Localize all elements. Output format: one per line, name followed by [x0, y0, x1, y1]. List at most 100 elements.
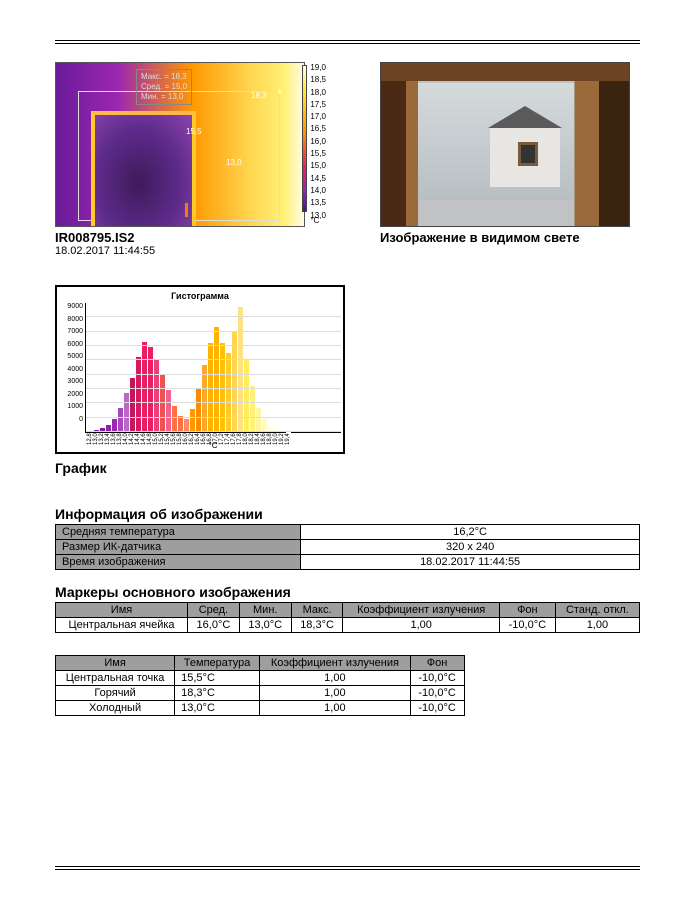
ytick: 2000 — [59, 391, 83, 398]
stat-avg: Сред. = 15,0 — [141, 82, 187, 92]
visible-image — [380, 62, 630, 227]
color-scale: 19,018,518,017,517,016,516,015,515,014,5… — [308, 62, 336, 227]
points-col: Коэффициент излучения — [260, 656, 411, 671]
markers-cell: 1,00 — [555, 618, 639, 633]
info-val: 320 x 240 — [301, 540, 640, 555]
thermal-image: Макс. = 18,3 Сред. = 15,0 Мин. = 13,0 15… — [55, 62, 305, 227]
markers-cell: 1,00 — [343, 618, 499, 633]
chart-label: График — [55, 460, 640, 476]
scale-tick: 15,0 — [310, 160, 336, 172]
scale-tick: 15,5 — [310, 148, 336, 160]
info-val: 18.02.2017 11:44:55 — [301, 555, 640, 570]
points-cell: 1,00 — [260, 701, 411, 716]
histogram-bar — [256, 408, 261, 432]
histogram-bar — [190, 409, 195, 432]
markers-col: Мин. — [239, 603, 291, 618]
markers-cell: -10,0°C — [499, 618, 555, 633]
visible-label: Изображение в видимом свете — [380, 230, 630, 245]
ytick: 5000 — [59, 353, 83, 360]
visible-block: Изображение в видимом свете — [380, 62, 630, 257]
chart-section: Гистограмма 9000800070006000500040003000… — [55, 285, 640, 476]
histogram-bar — [244, 359, 249, 432]
points-cell: Холодный — [56, 701, 175, 716]
scale-tick: 16,5 — [310, 123, 336, 135]
points-table: ИмяТемператураКоэффициент излученияФонЦе… — [55, 655, 465, 716]
points-cell: 1,00 — [260, 686, 411, 701]
marker-cold: 13,0 — [226, 158, 242, 167]
points-cell: 13,0°C — [175, 701, 260, 716]
marker-center: 15,5 — [186, 127, 202, 136]
histogram-bar — [118, 408, 123, 432]
xtick: 19,4 — [285, 440, 291, 445]
stat-box: Макс. = 18,3 Сред. = 15,0 Мин. = 13,0 — [136, 69, 192, 105]
ytick: 4000 — [59, 366, 83, 373]
markers-table: ИмяСред.Мин.Макс.Коэффициент излученияФо… — [55, 602, 640, 633]
histogram-bar — [172, 406, 177, 432]
points-col: Температура — [175, 656, 260, 671]
points-cell: Горячий — [56, 686, 175, 701]
bottom-rule — [55, 866, 640, 870]
ytick: 7000 — [59, 328, 83, 335]
scale-tick: 18,5 — [310, 74, 336, 86]
stat-max: Макс. = 18,3 — [141, 72, 187, 82]
info-title: Информация об изображении — [55, 506, 640, 522]
chart-xaxis: 12,813,013,213,413,613,814,014,214,414,6… — [85, 433, 341, 441]
points-cell: 18,3°C — [175, 686, 260, 701]
histogram-bar — [154, 359, 159, 432]
scale-tick: 16,0 — [310, 136, 336, 148]
histogram-bar — [166, 390, 171, 432]
chart-frame: Гистограмма 9000800070006000500040003000… — [55, 285, 345, 454]
scale-tick: 19,0 — [310, 62, 336, 74]
scale-tick: 14,5 — [310, 173, 336, 185]
info-val: 16,2°C — [301, 525, 640, 540]
chart-bars — [85, 303, 341, 433]
points-cell: -10,0°C — [410, 671, 464, 686]
histogram-bar — [250, 386, 255, 432]
ytick: 6000 — [59, 341, 83, 348]
scale-tick: 14,0 — [310, 185, 336, 197]
markers-col: Сред. — [188, 603, 240, 618]
thermal-timestamp: 18.02.2017 11:44:55 — [55, 245, 335, 257]
thermal-door — [91, 111, 196, 227]
markers-col: Макс. — [291, 603, 343, 618]
chart-yaxis: 9000800070006000500040003000200010000 — [59, 303, 85, 433]
scale-tick: 18,0 — [310, 87, 336, 99]
ytick: 1000 — [59, 403, 83, 410]
markers-col: Фон — [499, 603, 555, 618]
points-cell: -10,0°C — [410, 686, 464, 701]
points-cell: -10,0°C — [410, 701, 464, 716]
chart-title: Гистограмма — [59, 291, 341, 301]
histogram-bar — [136, 357, 141, 432]
markers-col: Станд. откл. — [555, 603, 639, 618]
marker-hot: 18,3 — [251, 91, 267, 100]
ytick: 0 — [59, 416, 83, 423]
ytick: 8000 — [59, 316, 83, 323]
markers-cell: Центральная ячейка — [56, 618, 188, 633]
top-rule — [55, 40, 640, 44]
histogram-bar — [202, 365, 207, 432]
info-key: Размер ИК-датчика — [56, 540, 301, 555]
markers-col: Имя — [56, 603, 188, 618]
histogram-bar — [226, 353, 231, 432]
scale-unit: °C — [310, 215, 319, 227]
histogram-bar — [178, 416, 183, 432]
info-key: Средняя температура — [56, 525, 301, 540]
markers-col: Коэффициент излучения — [343, 603, 499, 618]
histogram-bar — [238, 307, 243, 432]
ytick: 3000 — [59, 378, 83, 385]
info-table: Средняя температура16,2°CРазмер ИК-датчи… — [55, 524, 640, 570]
histogram-bar — [124, 393, 129, 432]
thermal-filename: IR008795.IS2 — [55, 230, 335, 245]
info-key: Время изображения — [56, 555, 301, 570]
scale-tick: 17,0 — [310, 111, 336, 123]
markers-title: Маркеры основного изображения — [55, 584, 640, 600]
scale-tick: 17,5 — [310, 99, 336, 111]
markers-cell: 18,3°C — [291, 618, 343, 633]
histogram-bar — [130, 378, 135, 432]
histogram-bar — [142, 342, 147, 432]
points-cell: Центральная точка — [56, 671, 175, 686]
thermal-block: Макс. = 18,3 Сред. = 15,0 Мин. = 13,0 15… — [55, 62, 335, 257]
markers-cell: 13,0°C — [239, 618, 291, 633]
stat-min: Мин. = 13,0 — [141, 92, 187, 102]
points-cell: 15,5°C — [175, 671, 260, 686]
